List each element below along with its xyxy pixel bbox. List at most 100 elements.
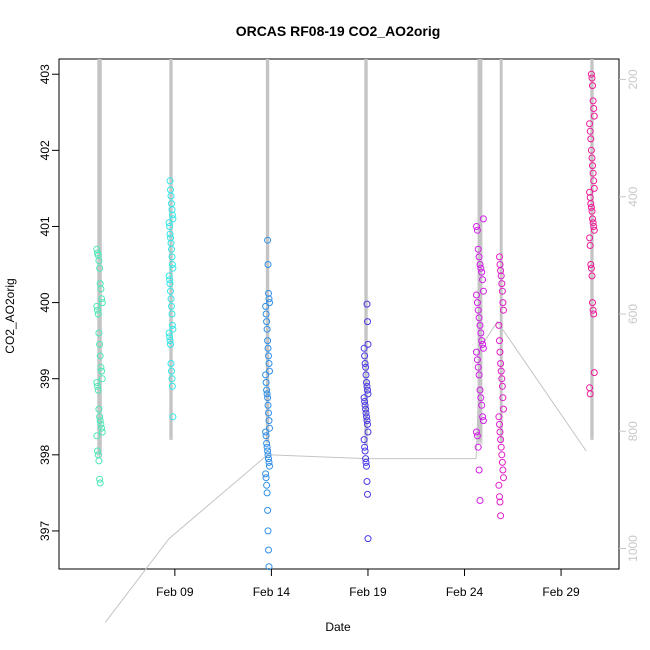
data-point: [167, 287, 174, 295]
data-point: [169, 325, 177, 333]
data-point: [94, 310, 102, 318]
data-point: [263, 481, 271, 489]
data-point: [263, 386, 271, 394]
x-tick-label: Feb 24: [446, 585, 484, 599]
data-point: [94, 306, 101, 314]
data-point: [95, 257, 103, 265]
y-tick-label: 398: [38, 444, 52, 464]
data-point: [586, 120, 594, 128]
data-point: [363, 462, 370, 470]
data-point: [266, 462, 273, 470]
data-point: [479, 340, 487, 348]
data-point: [498, 280, 506, 288]
data-point: [361, 401, 369, 409]
data-point: [495, 481, 503, 489]
x-tick-label: Feb 29: [542, 585, 580, 599]
data-point: [587, 70, 595, 78]
data-point: [168, 367, 175, 375]
data-point: [495, 321, 503, 329]
data-point: [362, 371, 370, 379]
data-point: [168, 253, 176, 261]
right-y-tick-label: 800: [626, 421, 640, 441]
data-point: [360, 436, 368, 444]
data-point: [364, 428, 372, 436]
x-axis-label: Date: [325, 620, 351, 634]
data-point: [96, 280, 104, 288]
data-point: [589, 82, 596, 90]
y-axis-label: CO2_AO2orig: [3, 278, 17, 353]
data-point: [167, 360, 175, 367]
data-point: [586, 234, 594, 242]
data-point: [588, 74, 596, 82]
y-tick-label: 397: [38, 521, 52, 541]
data-point: [587, 200, 595, 208]
data-point: [263, 489, 271, 497]
data-point: [498, 451, 506, 459]
data-point: [498, 382, 506, 390]
data-point: [479, 287, 487, 295]
data-point: [473, 223, 480, 230]
data-point: [264, 451, 272, 459]
data-point: [265, 409, 272, 417]
y-tick-label: 400: [38, 292, 52, 312]
data-point: [98, 375, 106, 383]
data-point: [265, 455, 272, 463]
data-point: [168, 375, 176, 383]
data-point: [364, 318, 371, 326]
data-point: [262, 371, 270, 379]
right-y-tick-label: 200: [626, 69, 640, 89]
data-point: [363, 478, 371, 485]
x-tick-label: Feb 09: [156, 585, 194, 599]
data-point: [364, 386, 371, 394]
data-point: [474, 245, 482, 253]
data-point: [479, 215, 487, 223]
data-point: [474, 443, 482, 451]
data-point: [475, 314, 483, 322]
data-point: [96, 479, 104, 487]
data-point: [497, 443, 505, 451]
data-point: [362, 363, 370, 371]
data-point: [166, 177, 174, 185]
data-point: [590, 112, 598, 120]
data-point: [263, 443, 271, 451]
data-point: [95, 457, 103, 465]
data-point: [266, 299, 273, 307]
altitude-trace-layer: [97, 59, 594, 623]
data-point: [265, 546, 272, 554]
data-point: [479, 413, 487, 421]
data-point: [264, 401, 272, 409]
data-point: [98, 295, 106, 303]
data-point: [264, 344, 272, 352]
data-point: [262, 432, 270, 440]
data-point: [168, 206, 176, 214]
data-point: [361, 352, 369, 360]
data-point: [473, 291, 480, 299]
chart-title: ORCAS RF08-19 CO2_AO2orig: [236, 23, 441, 39]
data-point: [473, 299, 481, 307]
data-point: [96, 340, 104, 348]
data-point: [169, 413, 177, 421]
data-point: [586, 390, 594, 398]
data-point: [166, 230, 174, 238]
data-point: [473, 348, 480, 356]
data-point: [590, 226, 598, 234]
data-point: [497, 360, 505, 367]
data-point: [590, 105, 598, 112]
data-point: [496, 420, 503, 428]
data-point: [167, 234, 174, 242]
data-point: [95, 329, 103, 337]
data-point: [476, 497, 484, 504]
data-point: [168, 321, 176, 329]
data-point: [590, 310, 598, 318]
data-point: [589, 306, 597, 314]
data-point: [473, 226, 481, 234]
data-point: [93, 432, 101, 440]
data-point: [166, 276, 174, 284]
data-point: [363, 413, 370, 421]
data-point: [97, 285, 105, 293]
data-point: [168, 261, 176, 268]
data-points-layer: [93, 70, 598, 571]
data-point: [497, 367, 505, 375]
data-point: [96, 264, 104, 272]
